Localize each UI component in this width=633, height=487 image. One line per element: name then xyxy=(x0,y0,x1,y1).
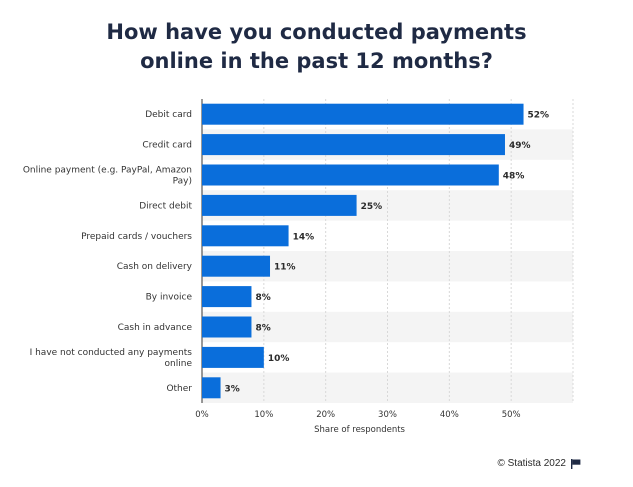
category-label: Debit card xyxy=(145,110,192,120)
chart-title: How have you conducted payments online i… xyxy=(0,18,633,76)
x-axis-title: Share of respondents xyxy=(314,425,405,435)
value-label: 25% xyxy=(361,202,383,212)
category-label: Cash in advance xyxy=(118,323,193,333)
bar xyxy=(202,255,271,277)
x-tick-label: 20% xyxy=(316,410,335,420)
category-label: I have not conducted any payments online xyxy=(30,348,193,369)
category-label: Online payment (e.g. PayPal, Amazon Pay) xyxy=(23,166,192,187)
bar xyxy=(202,194,357,216)
bar xyxy=(202,164,499,186)
value-label: 52% xyxy=(528,111,550,121)
bar xyxy=(202,134,505,156)
bar xyxy=(202,286,252,308)
value-label: 11% xyxy=(274,263,296,273)
category-label: Cash on delivery xyxy=(117,262,193,272)
category-label: Credit card xyxy=(142,141,192,151)
value-label: 10% xyxy=(268,354,290,364)
x-tick-label: 10% xyxy=(254,410,273,420)
value-label: 49% xyxy=(509,141,531,151)
bar xyxy=(202,377,221,399)
credit-text: © Statista 2022 xyxy=(497,458,566,469)
value-label: 48% xyxy=(503,172,525,182)
x-tick-label: 50% xyxy=(502,410,521,420)
value-label: 8% xyxy=(255,293,270,303)
category-label: Other xyxy=(166,384,192,394)
bar xyxy=(202,225,289,247)
x-tick-label: 30% xyxy=(378,410,397,420)
x-tick-label: 0% xyxy=(195,410,209,420)
category-label: Direct debit xyxy=(139,201,192,211)
bar xyxy=(202,103,524,125)
x-tick-label: 40% xyxy=(440,410,459,420)
statista-credit[interactable]: © Statista 2022 xyxy=(497,458,581,469)
bar xyxy=(202,346,264,368)
flag-icon xyxy=(571,458,581,469)
value-label: 3% xyxy=(225,384,240,394)
category-label: Prepaid cards / vouchers xyxy=(81,232,192,242)
chart-title-line-2: online in the past 12 months? xyxy=(140,49,493,73)
bar xyxy=(202,316,252,338)
chart-title-line-1: How have you conducted payments xyxy=(106,20,527,44)
value-label: 8% xyxy=(255,324,270,334)
category-label: By invoice xyxy=(146,293,193,303)
value-label: 14% xyxy=(293,232,315,242)
